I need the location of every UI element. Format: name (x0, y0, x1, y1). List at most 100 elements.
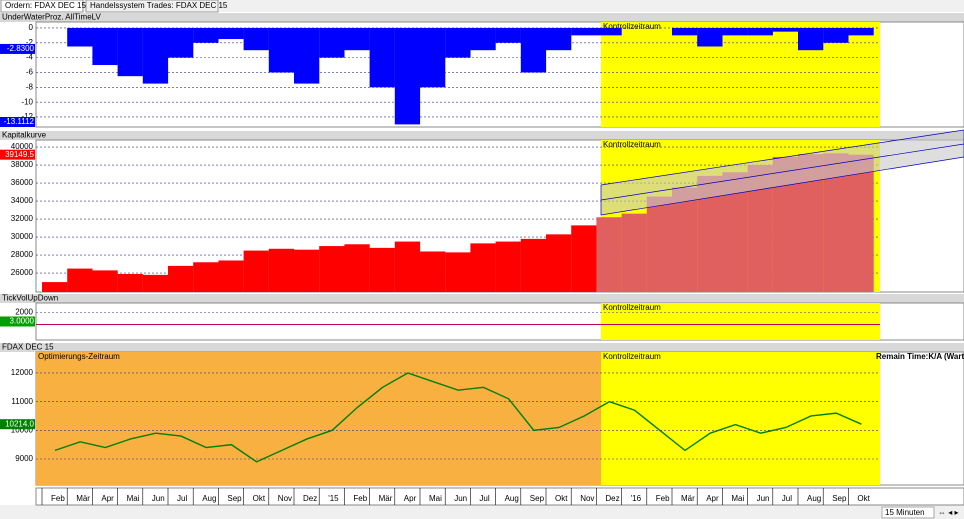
month-label: Feb (51, 494, 65, 503)
month-label: Apr (706, 494, 719, 503)
equity-bar (42, 282, 68, 292)
value-label: 10214.0 (5, 419, 34, 428)
equity-bar (646, 196, 673, 292)
y-tick-label: 38000 (11, 160, 34, 169)
y-tick-label: 11000 (11, 397, 33, 406)
month-label: Jun (152, 494, 165, 503)
y-tick-label: 10000 (11, 425, 34, 434)
tab-label: Handelssystem Trades: FDAX DEC 15 (90, 1, 228, 10)
y-tick-label: 26000 (11, 268, 34, 277)
drawdown-bar (117, 27, 143, 77)
panel-title: TickVolUpDown (2, 294, 58, 303)
drawdown-bar (495, 27, 521, 43)
tab-label: Ordern: FDAX DEC 15 (5, 1, 86, 10)
y-tick-label: 9000 (15, 454, 33, 463)
month-label: Jul (782, 494, 792, 503)
equity-bar (621, 213, 647, 292)
drawdown-bar (420, 27, 446, 88)
equity-bar (369, 247, 395, 292)
drawdown-bar (294, 27, 320, 84)
equity-bar (520, 238, 547, 292)
month-label: Mär (379, 494, 393, 503)
month-label: Dez (303, 494, 317, 503)
value-box (0, 149, 35, 160)
drawdown-bar (571, 27, 597, 36)
y-tick-label: 30000 (11, 232, 34, 241)
equity-bar (848, 154, 874, 292)
value-box (0, 43, 35, 54)
month-label: Nov (580, 494, 594, 503)
tab[interactable] (85, 0, 219, 13)
month-label: '15 (328, 494, 339, 503)
month-label: Sep (227, 494, 242, 503)
value-label: -13.1112 (4, 117, 35, 126)
interval-select[interactable] (881, 506, 935, 519)
month-label: Okt (857, 494, 870, 503)
month-label: Sep (832, 494, 847, 503)
drawdown-bar (168, 27, 194, 58)
drawdown-bar (67, 27, 93, 47)
y-tick-label: -6 (26, 68, 34, 77)
status-bar (0, 505, 964, 519)
tab-bar (0, 0, 964, 12)
month-label: Okt (253, 494, 266, 503)
y-tick-label: 36000 (11, 178, 34, 187)
equity-bar (193, 262, 219, 292)
drawdown-bar (520, 27, 547, 73)
panel-header (0, 13, 964, 22)
drawdown-bar (344, 27, 370, 51)
y-tick-label: 40000 (11, 142, 34, 151)
month-label: Jun (454, 494, 467, 503)
drawdown-bar (672, 27, 698, 36)
tab[interactable] (0, 0, 84, 13)
y-tick-label: -8 (26, 82, 34, 91)
drawdown-bar (546, 27, 572, 51)
price-line (54, 372, 862, 463)
scroll-arrows[interactable]: ⇔ ◂ ▸ (938, 508, 958, 517)
drawdown-bar (823, 27, 849, 43)
equity-bar (445, 252, 471, 292)
equity-bar (117, 273, 143, 292)
month-label: Mai (731, 494, 744, 503)
remain-label: Remain Time:K/A (Warte a (876, 352, 964, 361)
drawdown-bar (848, 27, 874, 36)
equity-bar (420, 251, 446, 292)
month-label: Aug (807, 494, 821, 503)
equity-bar (67, 268, 93, 292)
panel-header (0, 131, 964, 140)
equity-bar (243, 250, 269, 292)
month-label: Jun (757, 494, 770, 503)
drawdown-bar (697, 27, 723, 47)
y-tick-label: 32000 (11, 214, 34, 223)
control-label: Kontrollzeitraum (603, 22, 661, 31)
equity-bar (294, 249, 320, 292)
optimization-zone (36, 352, 601, 485)
control-label: Kontrollzeitraum (603, 303, 661, 312)
equity-bar (596, 217, 622, 292)
month-label: Dez (605, 494, 619, 503)
drawdown-bar (722, 27, 748, 36)
month-label: Feb (656, 494, 670, 503)
value-label: 39149.5 (5, 150, 34, 159)
y-tick-label: 12000 (11, 368, 34, 377)
month-label: Mai (429, 494, 442, 503)
drawdown-bar (319, 27, 345, 58)
interval-label: 15 Minuten (885, 508, 925, 517)
equity-bar (218, 260, 244, 292)
panel-header (0, 294, 964, 303)
equity-bar (394, 241, 421, 292)
month-label: Mär (76, 494, 90, 503)
equity-bar (168, 265, 194, 292)
equity-bar (319, 246, 345, 292)
y-tick-label: -12 (21, 112, 33, 121)
equity-bar (268, 248, 295, 292)
value-box (0, 117, 35, 127)
equity-bar (92, 270, 118, 292)
panel-header (0, 343, 964, 352)
month-label: '16 (631, 494, 642, 503)
month-label: Mär (681, 494, 695, 503)
month-label: Aug (505, 494, 519, 503)
month-label: Okt (555, 494, 568, 503)
month-label: Feb (353, 494, 367, 503)
